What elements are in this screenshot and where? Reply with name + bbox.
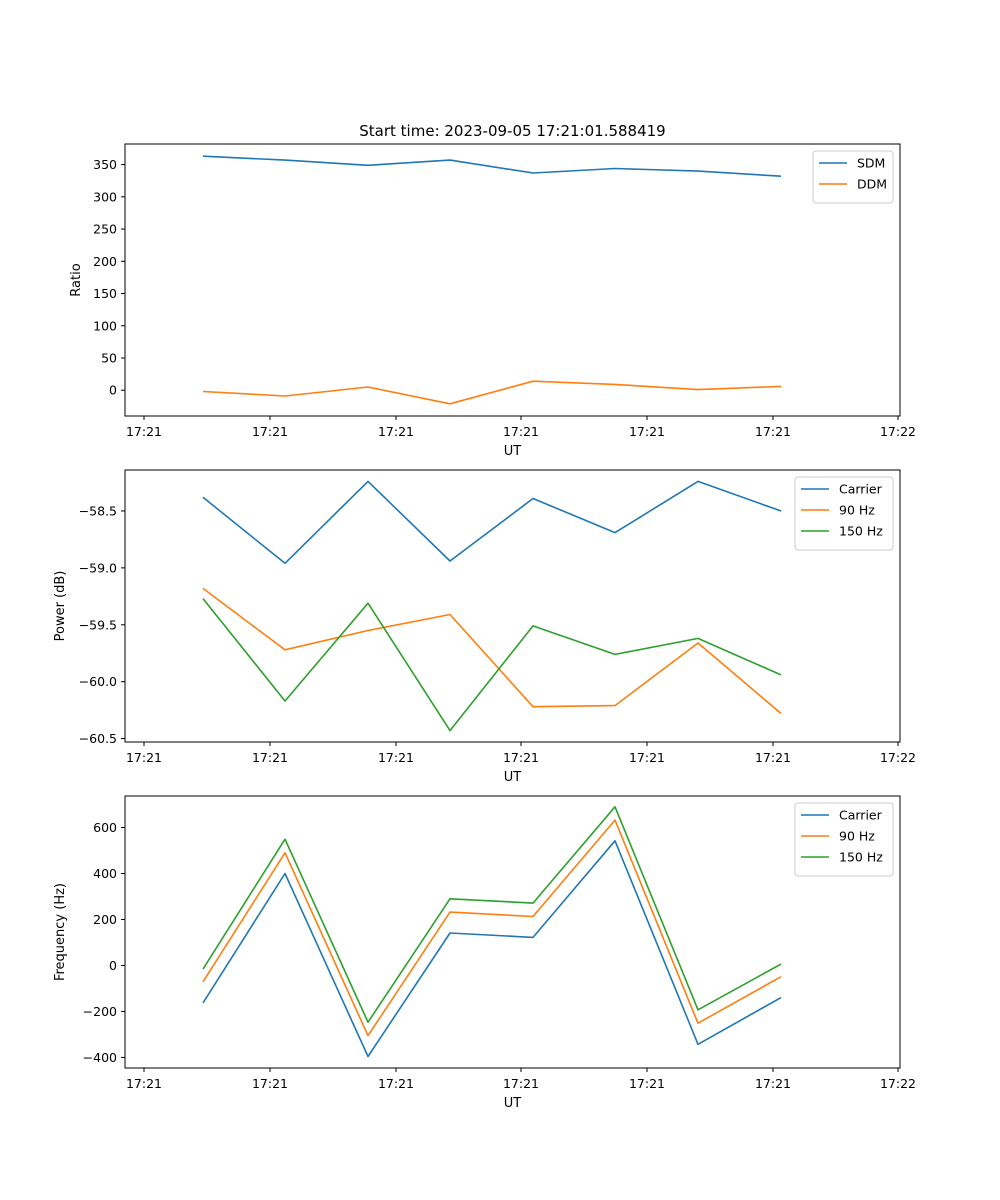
x-tick-label: 17:21	[629, 750, 665, 765]
x-tick-label: 17:21	[126, 750, 162, 765]
y-tick-label: −60.0	[79, 674, 117, 689]
legend-label: Carrier	[839, 808, 883, 823]
x-axis-label: UT	[504, 770, 522, 785]
y-tick-label: 0	[109, 383, 117, 398]
legend-label: Carrier	[839, 482, 883, 497]
chart-panel-3: 17:21 17:21 17:21 17:21 17:21 17:21 17:22 600 40…	[53, 795, 916, 1111]
y-tick-label: 350	[93, 157, 117, 172]
y-axis-label: Power (dB)	[53, 571, 68, 642]
x-tick-label: 17:21	[755, 424, 791, 439]
x-tick-label: 17:21	[252, 1076, 288, 1091]
y-axis-label: Ratio	[69, 263, 84, 296]
x-tick-label: 17:21	[503, 750, 539, 765]
y-tick-label: 300	[93, 189, 117, 204]
y-axis-label: Frequency (Hz)	[53, 883, 68, 981]
y-tick-label: 600	[93, 820, 117, 835]
x-tick-label: 17:21	[378, 1076, 414, 1091]
x-tick-label: 17:21	[503, 1076, 539, 1091]
legend-box	[812, 150, 894, 204]
series-line-carrier	[202, 480, 782, 565]
y-tick-label: −400	[83, 1050, 117, 1065]
axes-frame	[124, 469, 901, 743]
axes-frame	[124, 795, 901, 1069]
x-tick-label: 17:21	[755, 1076, 791, 1091]
series-line-150-hz	[202, 805, 782, 1024]
y-tick-label: 250	[93, 222, 117, 237]
y-tick-label: 150	[93, 286, 117, 301]
x-tick-label: 17:21	[378, 750, 414, 765]
x-tick-label: 17:21	[629, 1076, 665, 1091]
x-axis-label: UT	[504, 444, 522, 459]
y-tick-label: 100	[93, 318, 117, 333]
series-line-carrier	[202, 839, 782, 1058]
x-tick-label: 17:21	[378, 424, 414, 439]
chart-panel-1: 17:21 17:21 17:21 17:21 17:21 17:21 17:22 0 50 10…	[69, 143, 916, 459]
y-tick-label: −59.0	[79, 560, 117, 575]
x-tick-label: 17:21	[755, 750, 791, 765]
x-tick-label: 17:21	[252, 424, 288, 439]
y-tick-label: −59.5	[79, 617, 117, 632]
x-tick-label: 17:22	[880, 1076, 916, 1091]
series-line-sdm	[202, 155, 782, 177]
legend-label: DDM	[857, 177, 887, 192]
y-tick-label: −60.5	[79, 731, 117, 746]
y-tick-label: 50	[101, 350, 117, 365]
legend: SDM DDM	[812, 150, 894, 204]
legend-label: 150 Hz	[839, 524, 883, 539]
series-line-90-hz	[202, 819, 782, 1037]
x-tick-label: 17:21	[252, 750, 288, 765]
legend-label: SDM	[857, 156, 885, 171]
x-tick-label: 17:22	[880, 424, 916, 439]
x-tick-label: 17:21	[126, 424, 162, 439]
y-tick-label: −200	[83, 1004, 117, 1019]
x-tick-label: 17:21	[503, 424, 539, 439]
y-tick-label: 200	[93, 254, 117, 269]
chart-title: Start time: 2023-09-05 17:21:01.588419	[359, 122, 665, 140]
y-tick-label: 200	[93, 912, 117, 927]
y-tick-label: 0	[109, 958, 117, 973]
y-tick-label: −58.5	[79, 503, 117, 518]
x-tick-label: 17:21	[629, 424, 665, 439]
series-line-90-hz	[202, 587, 782, 715]
x-tick-label: 17:22	[880, 750, 916, 765]
axes-frame	[124, 143, 901, 417]
x-tick-label: 17:21	[126, 1076, 162, 1091]
series-line-150-hz	[202, 598, 782, 732]
legend-label: 150 Hz	[839, 850, 883, 865]
legend-label: 90 Hz	[839, 829, 875, 844]
series-line-ddm	[202, 380, 782, 405]
y-tick-label: 400	[93, 866, 117, 881]
chart-panel-2: 17:21 17:21 17:21 17:21 17:21 17:21 17:22 −58.5…	[53, 469, 916, 785]
legend: Carrier 90 Hz 150 Hz	[794, 476, 894, 551]
legend: Carrier 90 Hz 150 Hz	[794, 802, 894, 877]
legend-label: 90 Hz	[839, 503, 875, 518]
x-axis-label: UT	[504, 1096, 522, 1111]
